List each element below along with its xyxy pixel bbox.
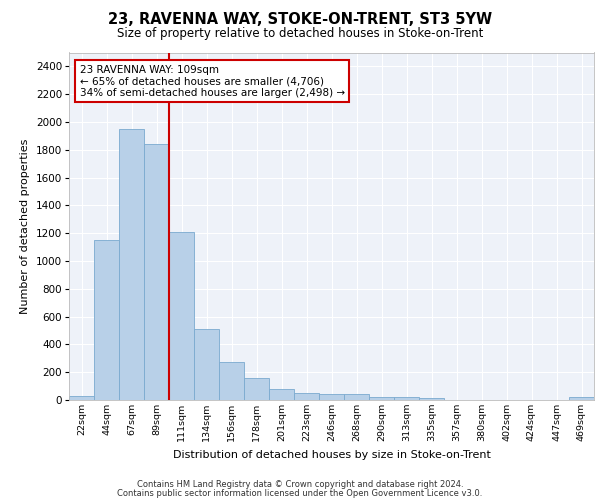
- Bar: [169, 232, 194, 400]
- Bar: [94, 240, 119, 400]
- Text: 23, RAVENNA WAY, STOKE-ON-TRENT, ST3 5YW: 23, RAVENNA WAY, STOKE-ON-TRENT, ST3 5YW: [108, 12, 492, 28]
- Bar: [244, 378, 269, 400]
- Bar: [294, 393, 319, 400]
- Bar: [219, 362, 244, 400]
- Text: Size of property relative to detached houses in Stoke-on-Trent: Size of property relative to detached ho…: [117, 28, 483, 40]
- Bar: [319, 394, 344, 400]
- Bar: [119, 129, 144, 400]
- Bar: [194, 329, 219, 400]
- Bar: [369, 396, 394, 400]
- Bar: [344, 394, 369, 400]
- Bar: [394, 397, 419, 400]
- Bar: [144, 144, 169, 400]
- Bar: [269, 389, 294, 400]
- X-axis label: Distribution of detached houses by size in Stoke-on-Trent: Distribution of detached houses by size …: [173, 450, 490, 460]
- Text: Contains HM Land Registry data © Crown copyright and database right 2024.: Contains HM Land Registry data © Crown c…: [137, 480, 463, 489]
- Y-axis label: Number of detached properties: Number of detached properties: [20, 138, 30, 314]
- Bar: [419, 398, 444, 400]
- Text: 23 RAVENNA WAY: 109sqm
← 65% of detached houses are smaller (4,706)
34% of semi-: 23 RAVENNA WAY: 109sqm ← 65% of detached…: [79, 64, 344, 98]
- Text: Contains public sector information licensed under the Open Government Licence v3: Contains public sector information licen…: [118, 488, 482, 498]
- Bar: [569, 397, 594, 400]
- Bar: [69, 396, 94, 400]
